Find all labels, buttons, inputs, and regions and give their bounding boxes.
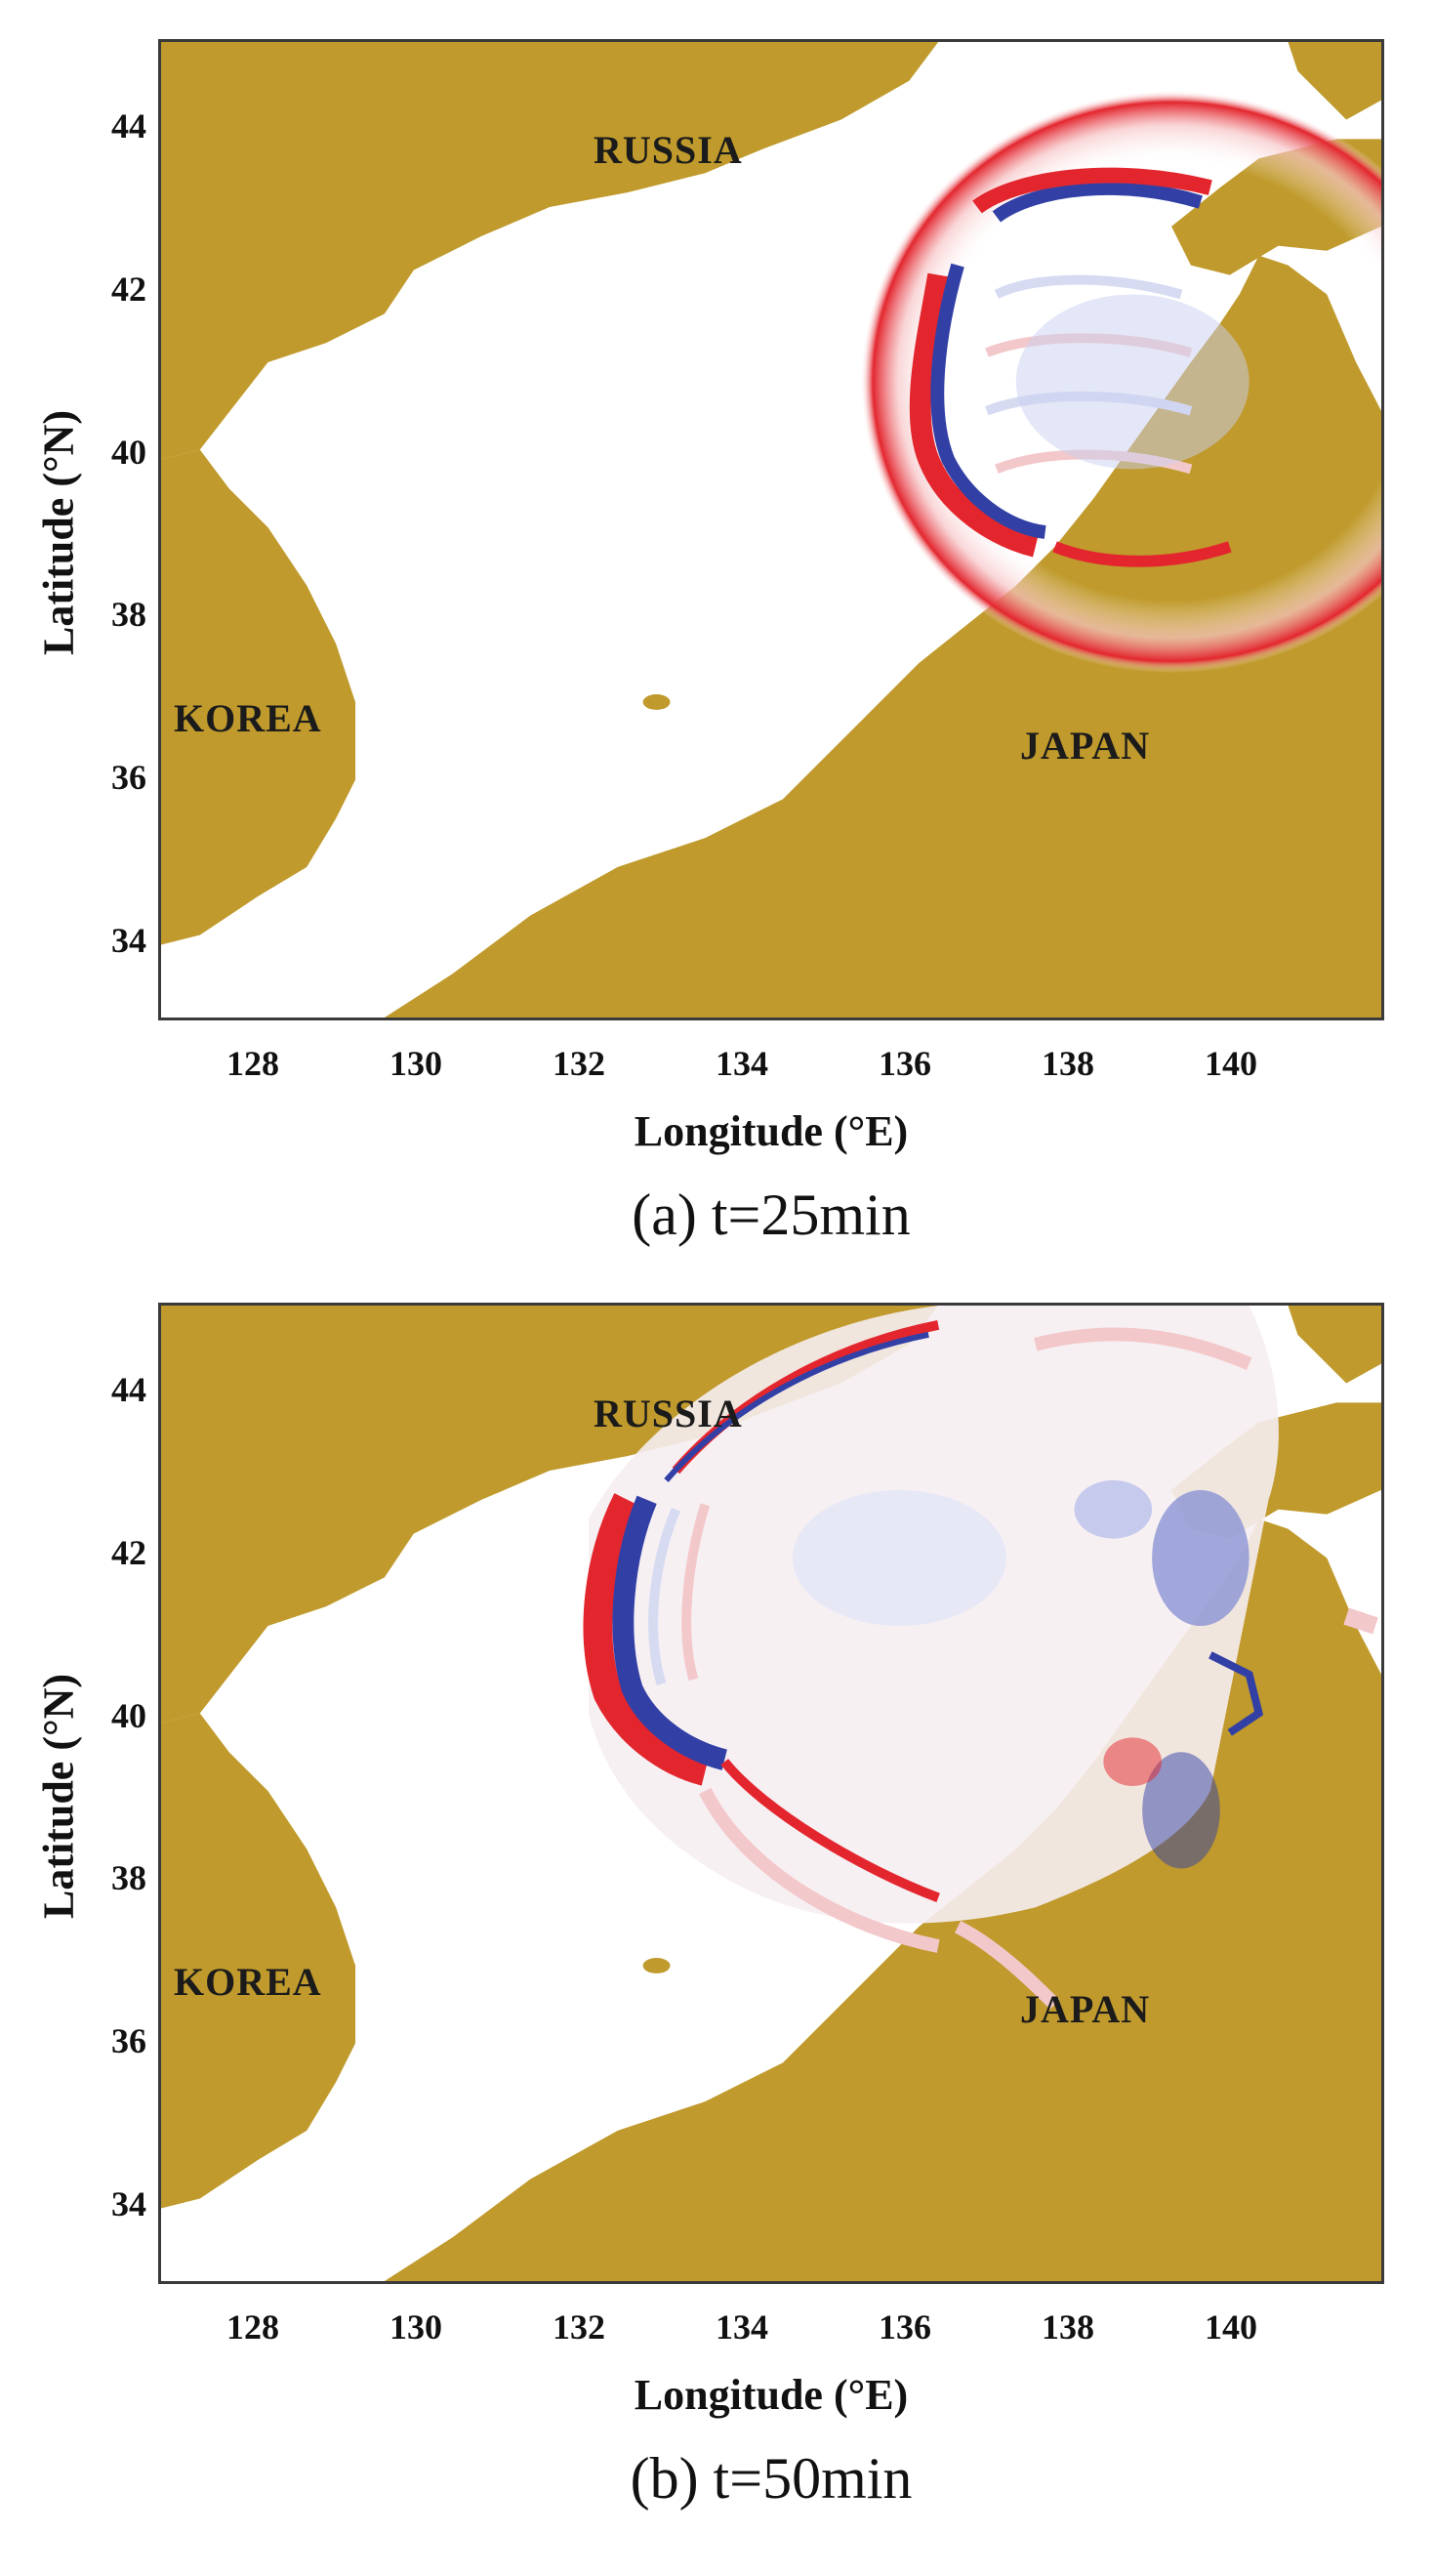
xtick: 130 [389, 2307, 442, 2347]
panel-a: RUSSIA KOREA JAPAN 44 42 40 38 36 34 Lat… [34, 39, 1384, 1247]
island [642, 693, 671, 710]
island [642, 1957, 671, 1974]
map-frame-a [158, 39, 1384, 1020]
xtick: 138 [1042, 2307, 1094, 2347]
land-korea [161, 449, 356, 945]
label-japan: JAPAN [1020, 1987, 1151, 2031]
ytick: 34 [111, 921, 146, 960]
label-russia: RUSSIA [594, 1392, 743, 1435]
xtick: 134 [716, 2307, 768, 2347]
xtick: 128 [226, 1044, 279, 1083]
land-russia-ne [1288, 42, 1381, 120]
label-russia: RUSSIA [594, 128, 743, 172]
ytick: 40 [111, 1696, 146, 1735]
label-korea: KOREA [174, 1960, 322, 2004]
xtick: 138 [1042, 1044, 1094, 1083]
ytick: 42 [111, 1533, 146, 1572]
panel-b: RUSSIA KOREA JAPAN 44 42 40 38 36 34 Lat… [0, 1288, 1434, 2576]
y-axis-label: Latitude (°N) [34, 409, 83, 656]
ytick: 38 [111, 1858, 146, 1897]
ytick: 36 [111, 2021, 146, 2060]
caption-a: (a) t=25min [632, 1183, 911, 1247]
land-korea [161, 1713, 356, 2209]
caption-b: (b) t=50min [630, 2446, 913, 2511]
tsunami-wave-b [583, 1306, 1378, 2010]
ytick: 40 [111, 433, 146, 472]
x-axis-label: Longitude (°E) [634, 1107, 909, 1155]
ytick: 42 [111, 270, 146, 309]
land-russia-ne [1288, 1306, 1381, 1384]
ytick: 44 [111, 106, 146, 145]
xtick: 140 [1205, 2307, 1257, 2347]
xtick: 134 [716, 1044, 768, 1083]
ytick: 44 [111, 1370, 146, 1409]
ytick: 36 [111, 758, 146, 797]
map-b [161, 1306, 1381, 2281]
label-japan: JAPAN [1020, 724, 1151, 768]
xtick: 140 [1205, 1044, 1257, 1083]
y-axis-label: Latitude (°N) [34, 1673, 83, 1920]
xtick: 132 [553, 2307, 605, 2347]
island-noto [1039, 728, 1071, 772]
map-frame-b [158, 1303, 1384, 2284]
land-russia [161, 42, 939, 460]
xtick: 130 [389, 1044, 442, 1083]
xtick: 136 [879, 1044, 931, 1083]
xtick: 132 [553, 1044, 605, 1083]
label-korea: KOREA [174, 696, 322, 740]
tsunami-wave-a [860, 90, 1381, 674]
ytick: 38 [111, 595, 146, 634]
x-axis-label: Longitude (°E) [634, 2371, 909, 2419]
xtick: 128 [226, 2307, 279, 2347]
ytick: 34 [111, 2184, 146, 2223]
xtick: 136 [879, 2307, 931, 2347]
map-a [161, 42, 1381, 1018]
